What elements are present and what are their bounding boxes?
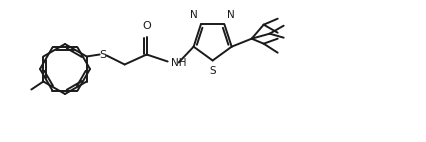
Text: O: O	[142, 20, 151, 31]
Text: N: N	[227, 10, 235, 20]
Text: NH: NH	[170, 58, 186, 67]
Text: N: N	[190, 10, 197, 20]
Text: S: S	[99, 50, 106, 59]
Text: S: S	[209, 65, 216, 76]
